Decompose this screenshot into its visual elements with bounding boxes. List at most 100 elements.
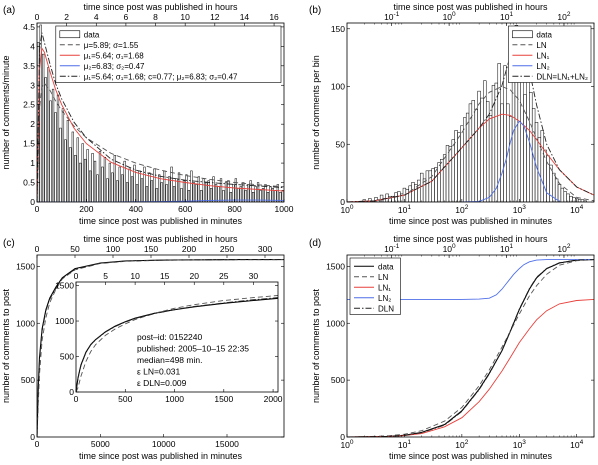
panel-a-ytick-label: 3 (30, 80, 35, 90)
panel-c-x2label: time since post was published in hours (83, 234, 238, 244)
inset-annotation: median=498 min. (137, 355, 202, 365)
panel-b-series-ln2 (461, 120, 560, 202)
panel-d-xtick-label: 101 (398, 439, 411, 450)
panel-b-bar (583, 200, 587, 202)
panel-c-x2tick-label: 150 (144, 244, 158, 254)
panel-a-legend-label: data (84, 30, 100, 39)
panel-a-bar (264, 184, 267, 202)
panel-a-bar (123, 160, 126, 202)
panel-d-xtick-label: 104 (570, 439, 583, 450)
panel-a-bar (145, 186, 149, 202)
panel-a-xtick-label: 200 (79, 204, 93, 214)
panel-a-x2tick-label: 8 (153, 12, 158, 22)
panel-b-ytick-label: 50 (336, 139, 346, 149)
inset-xtick-label: 2000 (264, 394, 283, 404)
panel-b-bar (440, 159, 444, 202)
panel-label-c: (c) (3, 238, 15, 249)
panel-a-bar (212, 176, 215, 202)
panel-b-bar (420, 172, 424, 202)
inset-annotation: ε DLN=0.009 (137, 378, 187, 388)
panel-c-xtick-label: 0 (35, 439, 40, 449)
panel-b-bar (431, 168, 435, 202)
panel-a-ytick-label: 1.5 (23, 139, 35, 149)
panel-a-bar (49, 100, 52, 202)
panel-b-bar (451, 139, 455, 202)
panel-b-x2tick-label: 101 (500, 11, 513, 22)
panel-d-ytick-label: 1500 (326, 261, 345, 271)
panel-a-x2tick-label: 12 (210, 12, 220, 22)
panel-a-bar (128, 168, 131, 202)
panel-a-bar (247, 184, 250, 202)
panel-d-legend (349, 257, 401, 315)
panel-b-ylabel: number of comments per bin (311, 55, 321, 170)
panel-b-bar (500, 103, 504, 202)
panel-a-bar (219, 178, 223, 202)
panel-a-bar (76, 137, 79, 202)
panel-c-ytick-label: 1000 (16, 318, 35, 328)
panel-c-ytick-label: 0 (30, 432, 35, 442)
panel-a-bar (116, 180, 119, 202)
panel-a-bar (175, 178, 178, 202)
panel-b-xtick-label: 103 (513, 204, 526, 215)
panel-b-legend-label: LN (536, 41, 546, 50)
panel-b-bar (405, 189, 409, 202)
panel-a-x2tick-label: 16 (269, 12, 279, 22)
panel-c-x2tick-label: 50 (70, 244, 80, 254)
panel-a-bar (153, 168, 156, 202)
panel-b-xtick-label: 101 (398, 204, 411, 215)
panel-a-bar (271, 188, 274, 202)
panel-a-bar (64, 139, 67, 202)
panel-d-x2label: time since post was published in hours (393, 234, 548, 244)
inset-x2tick-label: 25 (219, 271, 229, 281)
panel-c-xtick-label: 15000 (215, 439, 239, 449)
panel-a-bar (69, 147, 72, 202)
panel-a-bar (138, 170, 141, 202)
panel-b-bar (477, 90, 481, 202)
panel-a-bar (261, 188, 265, 202)
panel-b-bar (572, 197, 576, 202)
panel-a-bar (140, 178, 144, 202)
panel-b-bar (417, 179, 421, 202)
panel-a-bar (61, 108, 65, 202)
panel-d-x2tick-label: 102 (557, 243, 570, 254)
panel-a-bar (163, 170, 166, 202)
panel-a-xtick-label: 600 (178, 204, 192, 214)
inset-frame (75, 281, 279, 393)
panel-a-bar (133, 164, 136, 202)
panel-a-bar (79, 162, 82, 202)
panel-b-xtick-label: 104 (570, 204, 583, 215)
panel-b-x2tick-label: 102 (557, 11, 570, 22)
panel-d-xtick-label: 100 (340, 439, 353, 450)
panel-a-bar (190, 170, 193, 202)
panel-a-bar (259, 190, 262, 202)
panel-a-bar (222, 190, 225, 202)
panel-b-bar (503, 65, 507, 202)
panel-a-series-ln (37, 82, 284, 202)
panel-a-bar (224, 182, 228, 202)
panel-label-b: (b) (309, 5, 321, 16)
panel-d-legend-label: LN₁ (378, 283, 391, 292)
panel-a-bar (54, 112, 57, 202)
panel-a-bar (74, 155, 77, 202)
panel-b-bar (457, 132, 461, 202)
panel-a-bar (207, 180, 210, 202)
panel-c-ytick-label: 1500 (16, 261, 35, 271)
panel-b-bar (563, 191, 567, 202)
panel-d-legend-label: data (378, 262, 394, 271)
panel-a-x2label: time since post was published in hours (83, 2, 238, 12)
panel-a-bar (103, 157, 107, 202)
panel-a-xtick-label: 800 (228, 204, 242, 214)
panel-b-legend-label: data (536, 30, 552, 39)
panel-a-legend (55, 25, 282, 83)
panel-d-series-ln1 (347, 298, 594, 437)
panel-a-x2tick-label: 14 (240, 12, 250, 22)
panel-c-frame (36, 254, 285, 438)
panel-c-x2tick-label: 200 (182, 244, 196, 254)
panel-b-bar (560, 187, 565, 202)
panel-a-bar (229, 192, 233, 202)
panel-b-bar (509, 116, 513, 202)
panel-a-x2tick-label: 0 (35, 12, 40, 22)
